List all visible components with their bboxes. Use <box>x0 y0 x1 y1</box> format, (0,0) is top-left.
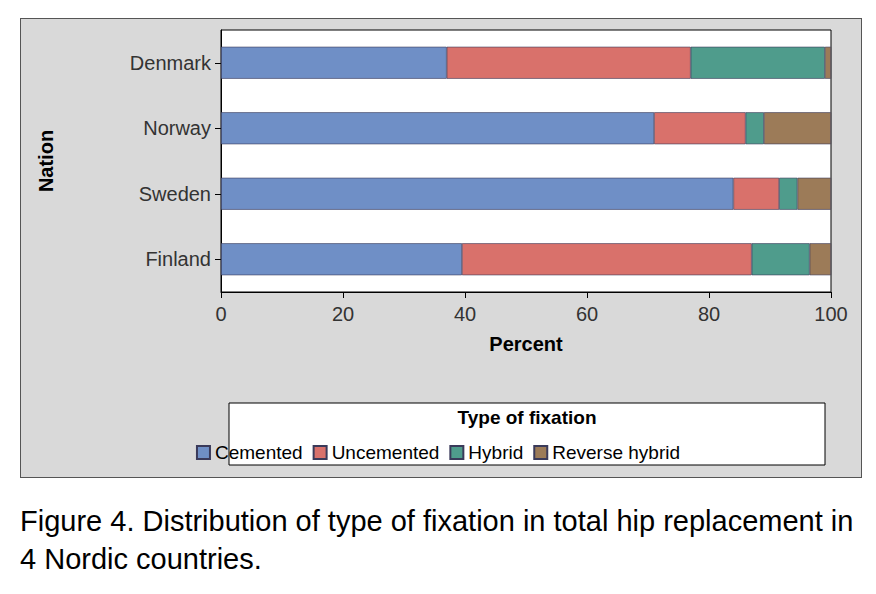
svg-text:Cemented: Cemented <box>215 442 303 463</box>
svg-text:Finland: Finland <box>145 248 211 270</box>
svg-text:Figure 4. Distribution of type: Figure 4. Distribution of type of fixati… <box>20 505 861 537</box>
svg-text:80: 80 <box>698 303 720 325</box>
svg-text:4 Nordic countries.: 4 Nordic countries. <box>20 543 262 575</box>
svg-text:Nation: Nation <box>35 130 57 192</box>
svg-text:Sweden: Sweden <box>139 183 211 205</box>
svg-text:60: 60 <box>576 303 598 325</box>
svg-text:20: 20 <box>332 303 354 325</box>
svg-text:40: 40 <box>454 303 476 325</box>
svg-text:Percent: Percent <box>489 333 563 355</box>
svg-text:Type of fixation: Type of fixation <box>458 407 597 428</box>
svg-text:0: 0 <box>215 303 226 325</box>
svg-text:Norway: Norway <box>143 117 211 139</box>
svg-text:Reverse hybrid: Reverse hybrid <box>552 442 680 463</box>
svg-text:Uncemented: Uncemented <box>332 442 440 463</box>
svg-text:100: 100 <box>814 303 847 325</box>
svg-text:Denmark: Denmark <box>130 52 212 74</box>
svg-text:Hybrid: Hybrid <box>468 442 523 463</box>
